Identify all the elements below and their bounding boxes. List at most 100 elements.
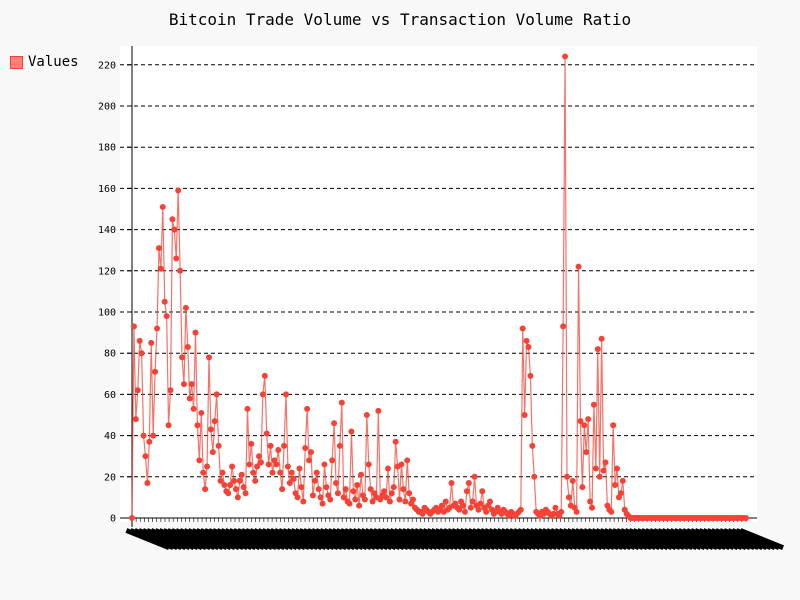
data-point[interactable]: [177, 267, 184, 274]
data-point[interactable]: [279, 486, 286, 493]
data-point[interactable]: [252, 477, 259, 484]
data-point[interactable]: [583, 449, 590, 456]
data-point[interactable]: [132, 416, 139, 423]
data-point[interactable]: [614, 465, 621, 472]
data-point[interactable]: [467, 504, 474, 511]
data-point[interactable]: [277, 469, 284, 476]
data-point[interactable]: [531, 473, 538, 480]
data-point[interactable]: [319, 500, 326, 507]
data-point[interactable]: [346, 500, 353, 507]
data-point[interactable]: [558, 508, 565, 515]
data-point[interactable]: [525, 344, 532, 351]
data-point[interactable]: [331, 420, 338, 427]
data-point[interactable]: [365, 461, 372, 468]
data-point[interactable]: [229, 463, 236, 470]
data-point[interactable]: [129, 515, 135, 521]
data-point[interactable]: [590, 401, 597, 408]
data-point[interactable]: [225, 490, 232, 497]
data-point[interactable]: [180, 381, 187, 388]
data-point[interactable]: [358, 471, 365, 478]
data-point[interactable]: [602, 459, 609, 466]
data-point[interactable]: [565, 494, 572, 501]
data-point[interactable]: [396, 496, 403, 503]
data-point[interactable]: [384, 465, 391, 472]
data-point[interactable]: [288, 469, 295, 476]
data-point[interactable]: [406, 490, 413, 497]
data-point[interactable]: [386, 498, 393, 505]
data-point[interactable]: [188, 381, 195, 388]
data-point[interactable]: [456, 506, 463, 513]
data-point[interactable]: [610, 422, 617, 429]
data-point[interactable]: [315, 486, 322, 493]
data-point[interactable]: [244, 405, 251, 412]
data-point[interactable]: [190, 405, 197, 412]
data-point[interactable]: [161, 298, 168, 305]
data-point[interactable]: [338, 399, 345, 406]
data-point[interactable]: [130, 323, 137, 330]
data-point[interactable]: [410, 496, 417, 503]
data-point[interactable]: [354, 482, 361, 489]
data-point[interactable]: [157, 265, 164, 272]
data-point[interactable]: [562, 53, 569, 60]
data-point[interactable]: [259, 391, 266, 398]
data-point[interactable]: [136, 337, 143, 344]
data-point[interactable]: [461, 508, 468, 515]
data-point[interactable]: [589, 504, 596, 511]
data-point[interactable]: [205, 354, 212, 361]
data-point[interactable]: [375, 407, 382, 414]
data-point[interactable]: [298, 484, 305, 491]
data-point[interactable]: [336, 442, 343, 449]
data-point[interactable]: [182, 304, 189, 311]
data-point[interactable]: [202, 486, 209, 493]
data-point[interactable]: [350, 488, 357, 495]
data-point[interactable]: [265, 461, 272, 468]
data-point[interactable]: [159, 203, 166, 210]
data-point[interactable]: [352, 496, 359, 503]
data-point[interactable]: [460, 502, 467, 509]
data-point[interactable]: [294, 494, 301, 501]
data-point[interactable]: [585, 416, 592, 423]
data-point[interactable]: [519, 325, 526, 332]
data-point[interactable]: [311, 477, 318, 484]
data-point[interactable]: [198, 409, 205, 416]
data-point[interactable]: [367, 486, 374, 493]
data-point[interactable]: [479, 488, 486, 495]
data-point[interactable]: [200, 469, 207, 476]
data-point[interactable]: [284, 463, 291, 470]
data-point[interactable]: [383, 494, 390, 501]
data-point[interactable]: [398, 461, 405, 468]
data-point[interactable]: [523, 337, 530, 344]
data-point[interactable]: [617, 490, 624, 497]
data-point[interactable]: [743, 515, 749, 521]
data-point[interactable]: [475, 506, 482, 513]
data-point[interactable]: [302, 444, 309, 451]
data-point[interactable]: [369, 498, 376, 505]
data-point[interactable]: [204, 463, 211, 470]
data-point[interactable]: [211, 418, 218, 425]
data-point[interactable]: [175, 187, 182, 194]
data-point[interactable]: [148, 339, 155, 346]
data-point[interactable]: [300, 498, 307, 505]
data-point[interactable]: [142, 453, 149, 460]
data-point[interactable]: [321, 461, 328, 468]
data-point[interactable]: [184, 344, 191, 351]
data-point[interactable]: [304, 405, 311, 412]
data-point[interactable]: [261, 372, 268, 379]
data-point[interactable]: [165, 422, 172, 429]
data-point[interactable]: [234, 494, 241, 501]
data-point[interactable]: [242, 490, 249, 497]
data-point[interactable]: [569, 477, 576, 484]
data-point[interactable]: [483, 508, 490, 515]
legend[interactable]: Values: [10, 54, 79, 70]
data-point[interactable]: [306, 457, 313, 464]
data-point[interactable]: [231, 477, 238, 484]
data-point[interactable]: [356, 502, 363, 509]
data-point[interactable]: [250, 469, 257, 476]
data-point[interactable]: [186, 395, 193, 402]
data-point[interactable]: [560, 323, 567, 330]
data-point[interactable]: [167, 387, 174, 394]
data-point[interactable]: [257, 459, 264, 466]
data-point[interactable]: [619, 477, 626, 484]
data-point[interactable]: [612, 482, 619, 489]
data-point[interactable]: [402, 498, 409, 505]
